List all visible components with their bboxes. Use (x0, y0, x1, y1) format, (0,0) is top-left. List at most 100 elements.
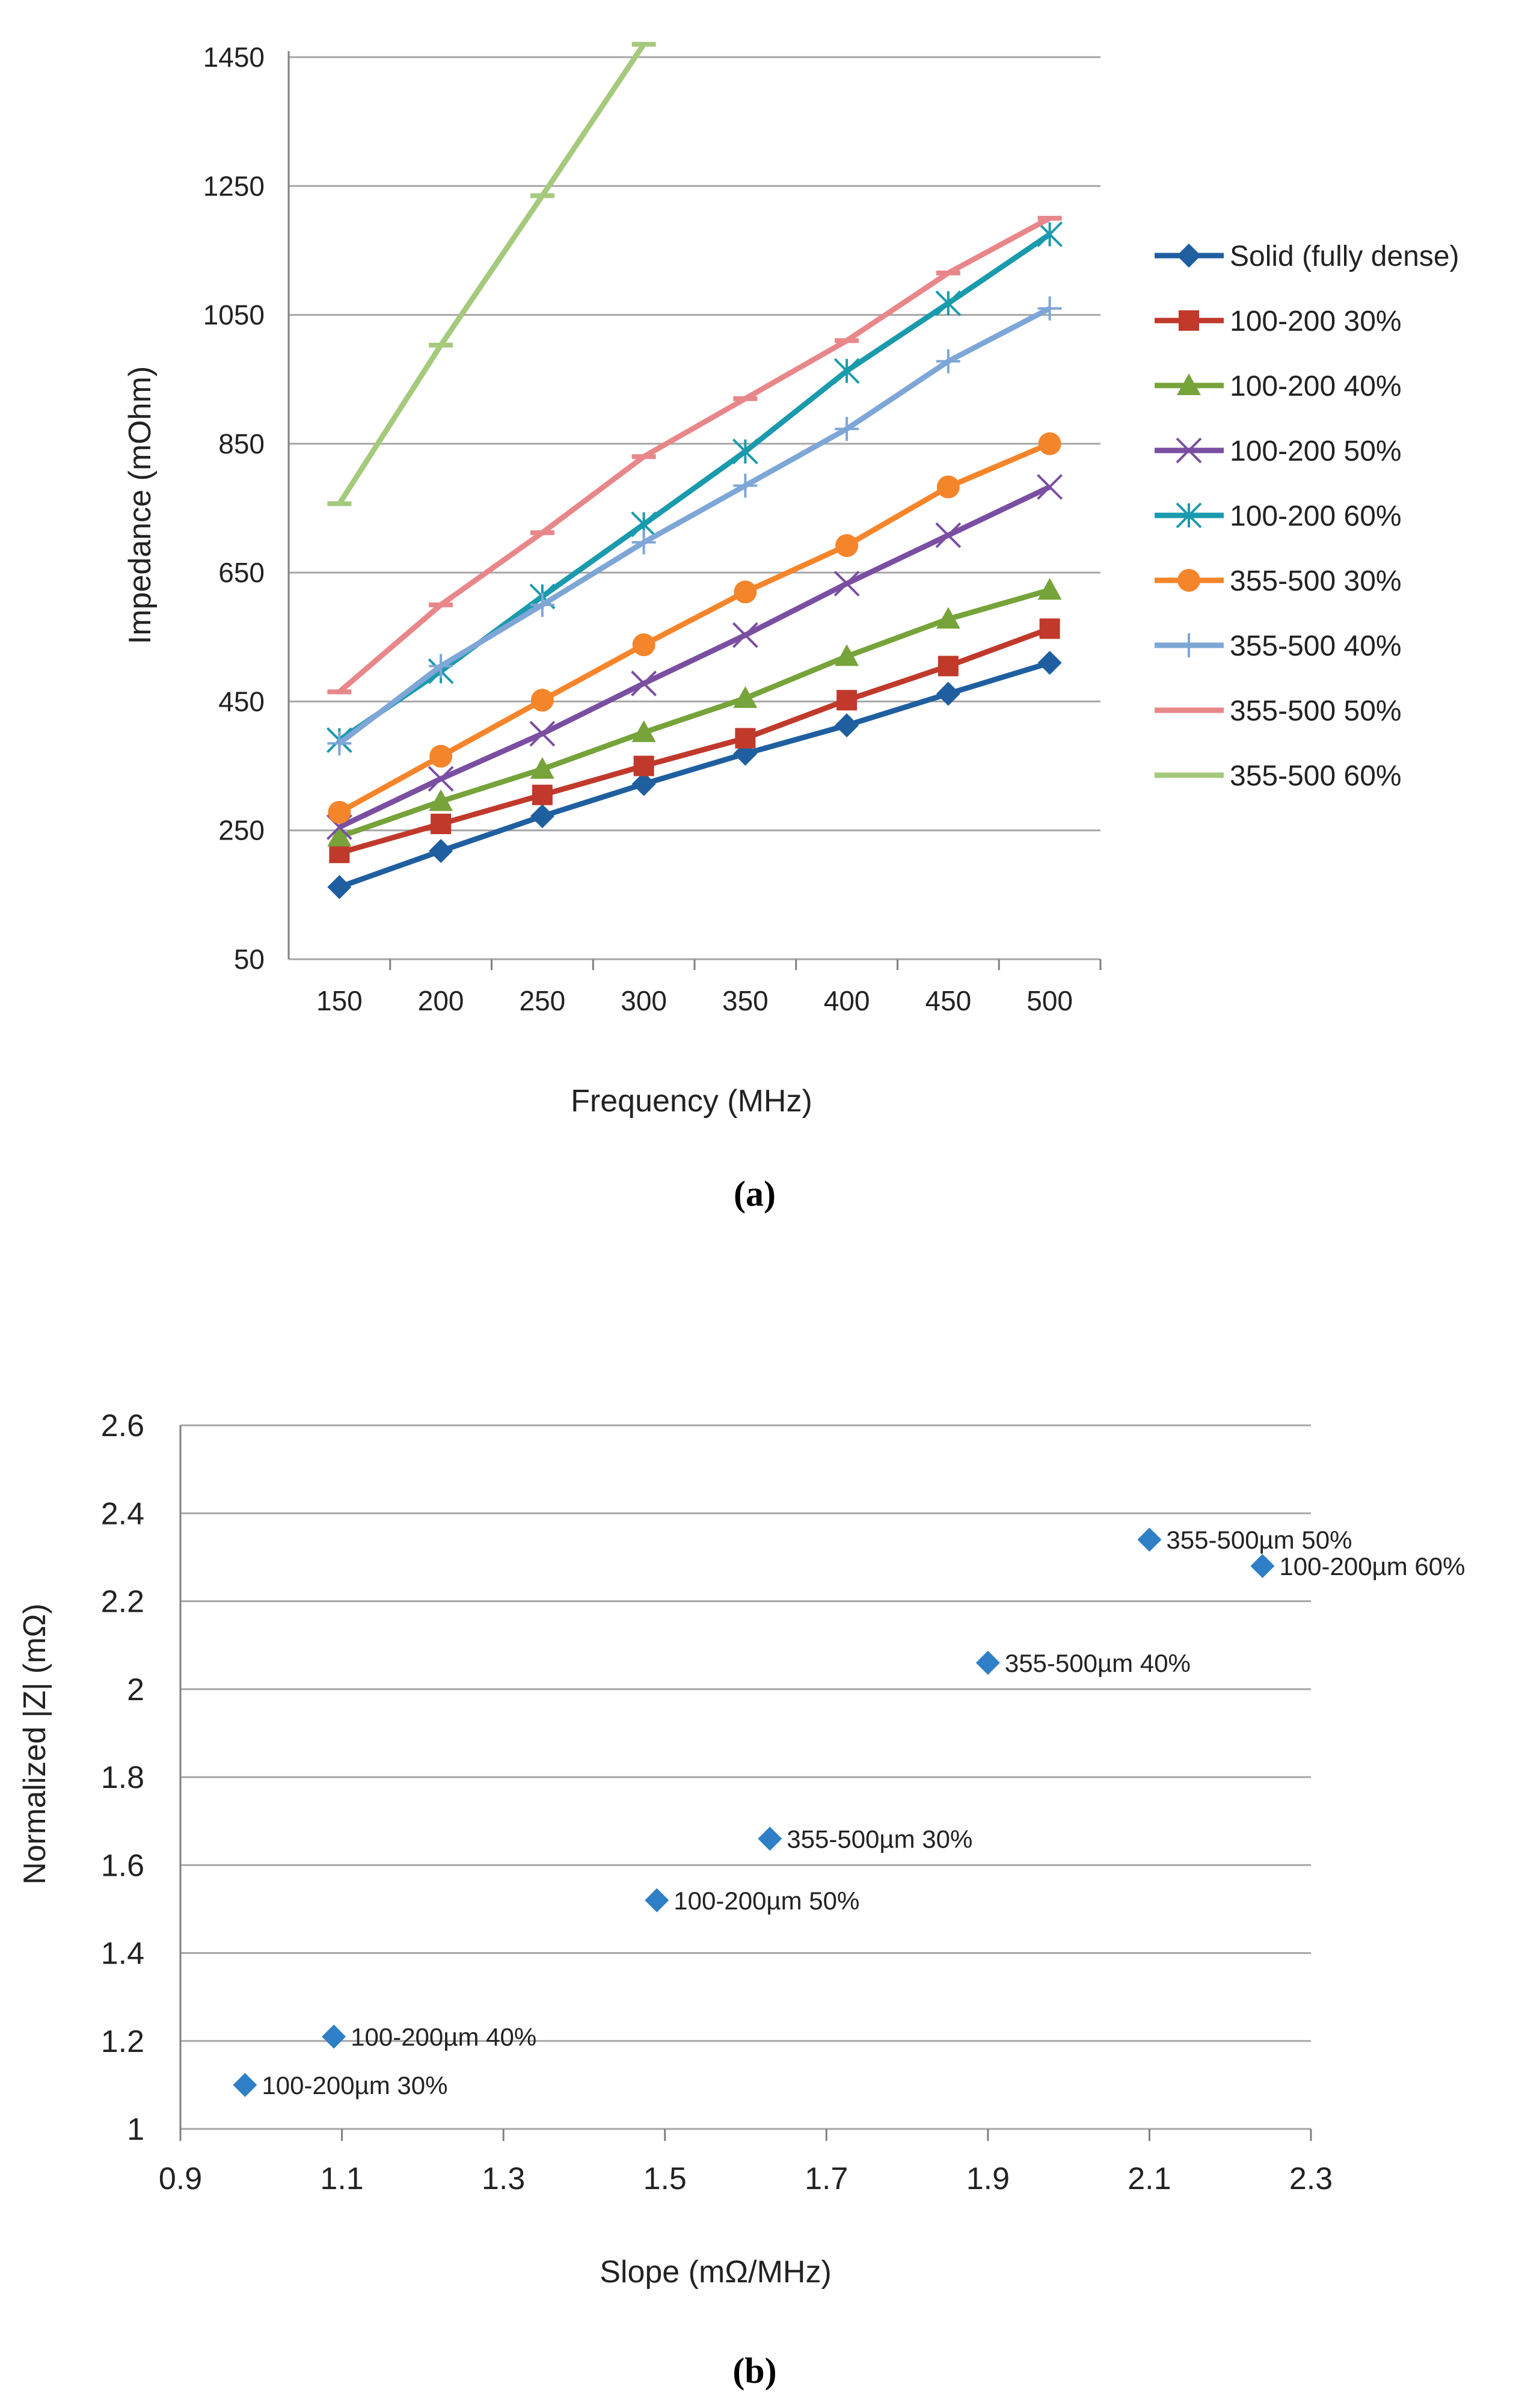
chart-a-axes: 50 250 450 650 850 1050 1250 1450 150 200 250 300 35… (203, 41, 1102, 1016)
scatter-point-label: 355-500µm 50% (1166, 1526, 1352, 1554)
chart-a-x-tick-label: 350 (722, 985, 769, 1016)
data-point (529, 720, 556, 747)
legend-label: 100-200 60% (1230, 500, 1402, 532)
data-point (732, 438, 758, 465)
chart-b-y-tick-label: 2.6 (101, 1408, 144, 1443)
legend-entry: 355-500 40% (1155, 630, 1402, 662)
chart-b-caption: (b) (732, 2351, 776, 2391)
data-point (631, 671, 657, 696)
chart-b-y-tick-label: 1.4 (101, 1937, 144, 1971)
scatter-marker (645, 1888, 669, 1912)
chart-b-y-tick-label: 1.6 (101, 1848, 144, 1883)
data-point (428, 766, 454, 792)
scatter-point: 100-200µm 40% (322, 2023, 536, 2051)
series-line (337, 306, 1051, 746)
scatter-point-label: 100-200µm 60% (1279, 1552, 1465, 1580)
data-point (935, 290, 962, 316)
scatter-point-label: 355-500µm 30% (787, 1825, 972, 1853)
data-point (1037, 221, 1063, 248)
scatter-marker (1137, 1528, 1162, 1552)
legend-label: 355-500 60% (1230, 760, 1402, 792)
data-point (1038, 432, 1061, 455)
legend-entry: Solid (fully dense) (1155, 241, 1459, 272)
data-point (936, 681, 960, 706)
series-4 (326, 474, 1063, 840)
scatter-point: 355-500µm 40% (975, 1649, 1191, 1677)
chart-b-x-tick-label: 1.9 (966, 2161, 1010, 2196)
chart-b-x-tick-label: 1.3 (482, 2161, 525, 2196)
series-8 (327, 215, 1062, 695)
series-line (338, 587, 1051, 840)
data-point (833, 570, 860, 597)
data-point (1039, 618, 1060, 639)
data-point (530, 804, 554, 829)
scatter-point: 355-500µm 30% (758, 1825, 972, 1853)
chart-a-y-tick-label: 850 (218, 428, 265, 459)
chart-b-x-tick-label: 2.1 (1128, 2161, 1171, 2196)
legend-label: 355-500 30% (1230, 565, 1402, 597)
data-point (936, 349, 960, 373)
legend-entry: 355-500 30% (1155, 565, 1402, 597)
legend-marker (1177, 569, 1200, 592)
legend-label: Solid (fully dense) (1230, 241, 1459, 272)
data-point (1037, 296, 1062, 321)
data-point (327, 825, 352, 847)
data-point (530, 689, 554, 712)
data-point (1037, 651, 1062, 675)
chart-a-y-axis-title: Impedance (mOhm) (123, 366, 158, 644)
data-point (530, 592, 554, 617)
data-point (935, 522, 962, 548)
series-line (337, 43, 646, 505)
scatter-marker (1250, 1554, 1275, 1578)
scatter-point-label: 355-500µm 40% (1005, 1649, 1191, 1677)
data-point (733, 473, 758, 498)
scatter-point-label: 100-200µm 30% (262, 2071, 447, 2099)
chart-a-x-tick-label: 200 (418, 985, 464, 1016)
chart-b-y-tick-label: 2.4 (101, 1496, 144, 1531)
chart-a-y-tick-label: 250 (218, 815, 265, 846)
chart-a-x-tick-label: 500 (1027, 985, 1073, 1016)
scatter-marker (233, 2072, 257, 2097)
series-6 (328, 432, 1061, 824)
chart-a-legend: Solid (fully dense) 100-200 30% 100-200 40… (1155, 241, 1459, 792)
data-point (733, 686, 758, 708)
data-point (936, 607, 960, 629)
legend-marker (1179, 310, 1199, 331)
chart-b-x-tick-label: 1.7 (805, 2161, 848, 2196)
data-point (835, 644, 859, 666)
chart-a-x-axis-title: Frequency (MHz) (571, 1084, 812, 1119)
series-line (338, 484, 1051, 830)
data-point (1037, 578, 1062, 600)
chart-a-x-tick-label: 400 (824, 985, 870, 1016)
legend-label: 100-200 40% (1230, 370, 1402, 402)
chart-a-y-tick-label: 450 (218, 686, 265, 717)
data-point (632, 633, 655, 657)
chart-b-x-tick-label: 2.3 (1289, 2161, 1333, 2196)
series-9 (327, 41, 656, 506)
data-point (631, 772, 656, 796)
data-point (633, 755, 654, 776)
legend-entry: 100-200 60% (1155, 500, 1402, 532)
chart-b-y-axis-title: Normalized |Z| (mΩ) (17, 1603, 52, 1884)
data-point (936, 475, 960, 499)
legend-label: 100-200 50% (1230, 435, 1402, 467)
chart-b-x-axis-title: Slope (mΩ/MHz) (600, 2255, 832, 2290)
data-point (429, 839, 453, 863)
legend-label: 355-500 50% (1230, 695, 1402, 727)
chart-b-y-tick-label: 2 (127, 1672, 144, 1707)
legend-marker (1177, 244, 1201, 268)
series-line (339, 626, 1051, 856)
data-point (734, 580, 757, 604)
chart-a-y-tick-label: 1050 (203, 299, 265, 331)
chart-b-gridlines (180, 1424, 1311, 2130)
series-line (338, 660, 1051, 890)
data-point (328, 800, 351, 824)
chart-a-series (326, 41, 1063, 899)
scatter-point-label: 100-200µm 40% (351, 2023, 536, 2051)
legend-entry: 355-500 50% (1155, 695, 1402, 727)
legend-label: 100-200 30% (1230, 306, 1402, 337)
data-point (835, 417, 859, 441)
chart-a-y-tick-label: 50 (234, 944, 265, 975)
data-point (833, 358, 860, 384)
